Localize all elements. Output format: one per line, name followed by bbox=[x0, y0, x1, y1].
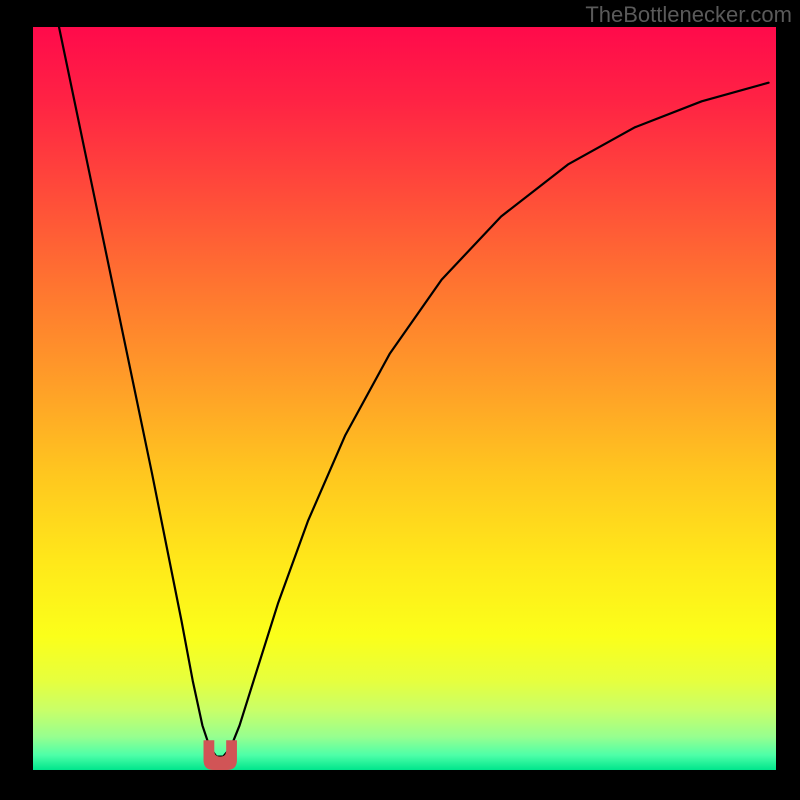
plot-svg bbox=[33, 27, 776, 770]
watermark-label: TheBottlenecker.com bbox=[585, 2, 792, 28]
plot-area bbox=[33, 27, 776, 770]
gradient-background bbox=[33, 27, 776, 770]
chart-container: TheBottlenecker.com bbox=[0, 0, 800, 800]
